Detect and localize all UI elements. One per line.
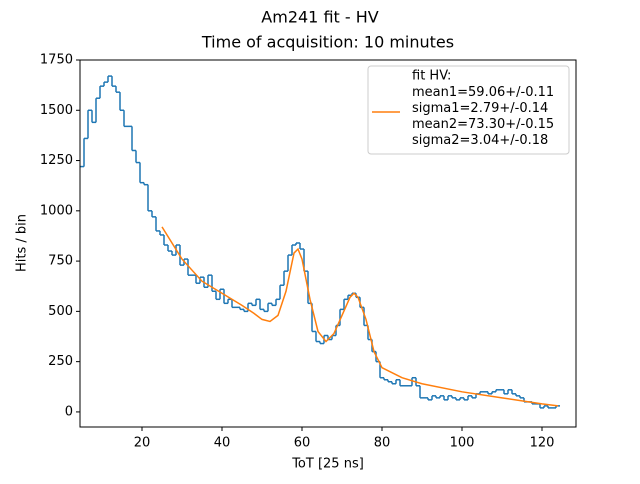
- legend-header: fit HV:: [412, 69, 451, 84]
- chart-subtitle: Time of acquisition: 10 minutes: [201, 33, 454, 52]
- plot-area: [80, 75, 560, 409]
- y-tick-label: 500: [48, 304, 73, 319]
- fit-line: [161, 226, 559, 407]
- y-axis-label: Hits / bin: [15, 214, 30, 272]
- axes-frame: [79, 59, 577, 428]
- x-tick-label: 80: [374, 436, 391, 451]
- x-axis-label: ToT [25 ns]: [291, 457, 364, 472]
- legend: fit HV:mean1=59.06+/-0.11 sigma1=2.79+/-0…: [367, 65, 570, 155]
- histogram-riser: [83, 76, 557, 408]
- legend-label: mean1=59.06+/-0.11 sigma1=2.79+/-0.14 mean…: [412, 85, 554, 148]
- x-tick-label: 40: [214, 436, 231, 451]
- y-tick-label: 1000: [40, 203, 73, 218]
- x-tick-label: 20: [134, 436, 151, 451]
- y-tick-label: 1500: [40, 103, 73, 118]
- y-tick-label: 0: [65, 404, 73, 419]
- y-tick-label: 1750: [40, 53, 73, 68]
- y-tick-label: 1250: [40, 153, 73, 168]
- x-tick-label: 100: [450, 436, 475, 451]
- chart-title: Am241 fit - HV: [261, 8, 378, 27]
- y-tick-label: 750: [48, 254, 73, 269]
- x-tick-label: 60: [294, 436, 311, 451]
- x-tick-label: 120: [530, 436, 555, 451]
- y-tick-label: 250: [48, 354, 73, 369]
- legend-box: [367, 65, 570, 155]
